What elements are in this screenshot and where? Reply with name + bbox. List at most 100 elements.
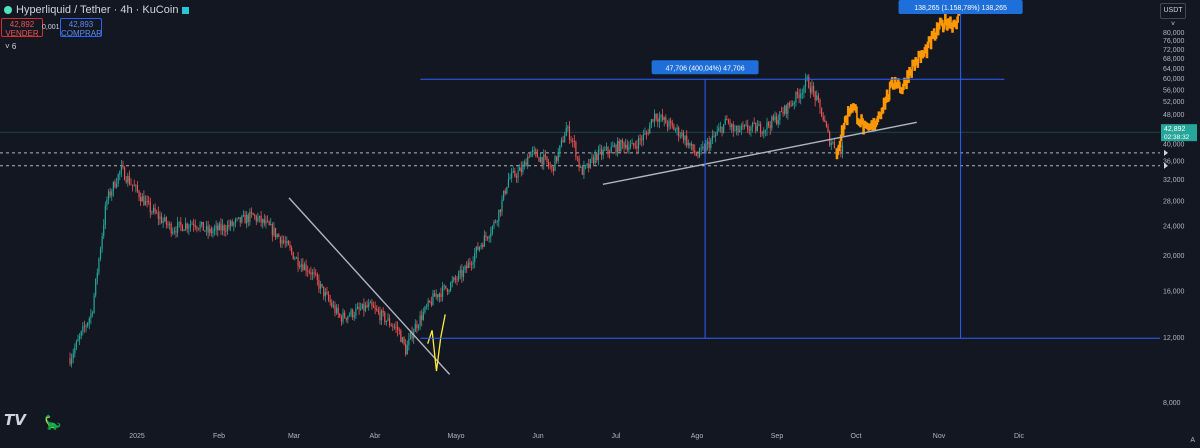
candle <box>144 200 147 206</box>
candle <box>676 127 678 130</box>
candle <box>427 300 429 307</box>
candle <box>618 141 620 152</box>
candle <box>72 353 74 359</box>
candle <box>202 221 204 231</box>
candle <box>670 120 672 123</box>
candle <box>817 95 819 100</box>
candle <box>136 185 139 192</box>
candle <box>700 147 702 149</box>
candle <box>600 149 603 156</box>
y-tick-label: 60,000 <box>1163 76 1185 83</box>
candle <box>780 111 783 113</box>
candle <box>120 165 122 172</box>
candle <box>323 286 325 297</box>
candle <box>186 223 188 229</box>
candle <box>172 232 174 234</box>
candle <box>819 99 821 108</box>
candle <box>254 215 256 216</box>
x-tick-label: Nov <box>933 433 946 440</box>
x-tick-label: Oct <box>851 433 862 440</box>
sell-button[interactable]: 42,892 VENDER <box>1 18 43 38</box>
candle <box>584 165 587 167</box>
candle <box>653 113 656 122</box>
candle <box>302 264 304 271</box>
candle <box>557 151 559 161</box>
dino-icon[interactable]: 🦕 <box>44 414 62 430</box>
candle <box>430 301 432 305</box>
candle <box>488 236 490 239</box>
candle <box>496 221 498 223</box>
candle <box>703 146 705 152</box>
candle <box>231 221 233 226</box>
candle <box>257 217 259 222</box>
candle <box>183 229 185 232</box>
candle <box>437 294 439 298</box>
candle <box>480 244 482 247</box>
candle <box>549 165 551 167</box>
candle <box>318 279 320 289</box>
y-tick-label: 64,000 <box>1163 66 1185 73</box>
candle <box>681 132 683 136</box>
candle <box>91 312 94 314</box>
candle <box>154 208 156 213</box>
candle <box>723 124 725 133</box>
candle <box>382 310 384 313</box>
candle <box>576 157 579 158</box>
candle <box>816 95 818 101</box>
candle <box>210 228 212 234</box>
candle <box>498 209 500 222</box>
auto-scale-button[interactable]: A <box>1190 437 1195 444</box>
candle <box>771 116 773 129</box>
candle <box>300 264 302 267</box>
measure-label-text: 47,706 (400,04%) 47,706 <box>666 65 745 72</box>
candle <box>87 322 89 326</box>
candle <box>467 262 469 269</box>
candle <box>445 285 447 289</box>
candle <box>165 217 167 225</box>
buy-button[interactable]: 42,893 COMPRAR <box>60 18 102 38</box>
fractal-hint-line <box>427 314 446 372</box>
currency-dropdown[interactable]: USDT ˅ <box>1160 3 1186 28</box>
candle <box>682 132 685 141</box>
candle <box>503 190 505 200</box>
candle <box>111 191 113 196</box>
candle <box>204 230 206 232</box>
candle <box>812 85 815 92</box>
candle <box>729 122 731 127</box>
candle <box>225 230 227 232</box>
symbol-title[interactable]: Hyperliquid / Tether · 4h · KuCoin <box>16 4 179 16</box>
candle <box>841 146 844 154</box>
candle <box>811 85 813 93</box>
candle <box>289 244 291 248</box>
candle <box>594 153 596 164</box>
hyperliquid-logo-icon <box>4 6 12 14</box>
candle <box>83 326 86 328</box>
candle <box>761 133 763 135</box>
candle <box>527 156 529 167</box>
candle <box>740 125 742 130</box>
trendline <box>602 121 917 186</box>
candle <box>397 326 399 330</box>
candle <box>124 167 126 180</box>
candle <box>406 345 408 355</box>
candle <box>637 138 640 149</box>
candle <box>454 277 457 280</box>
candle <box>193 223 195 226</box>
candle <box>840 149 842 154</box>
candle <box>75 341 78 348</box>
candle <box>735 126 738 131</box>
candle <box>393 326 396 328</box>
candle <box>360 308 362 310</box>
candle <box>372 305 375 308</box>
candle <box>355 308 357 316</box>
candle <box>756 125 758 132</box>
candle <box>710 140 712 148</box>
candle <box>305 264 307 272</box>
candle <box>207 226 209 233</box>
candle <box>633 143 635 146</box>
candle <box>315 273 317 275</box>
candle <box>387 318 389 321</box>
candle <box>273 227 275 236</box>
indicators-toggle[interactable]: ˅ 6 <box>5 42 17 51</box>
